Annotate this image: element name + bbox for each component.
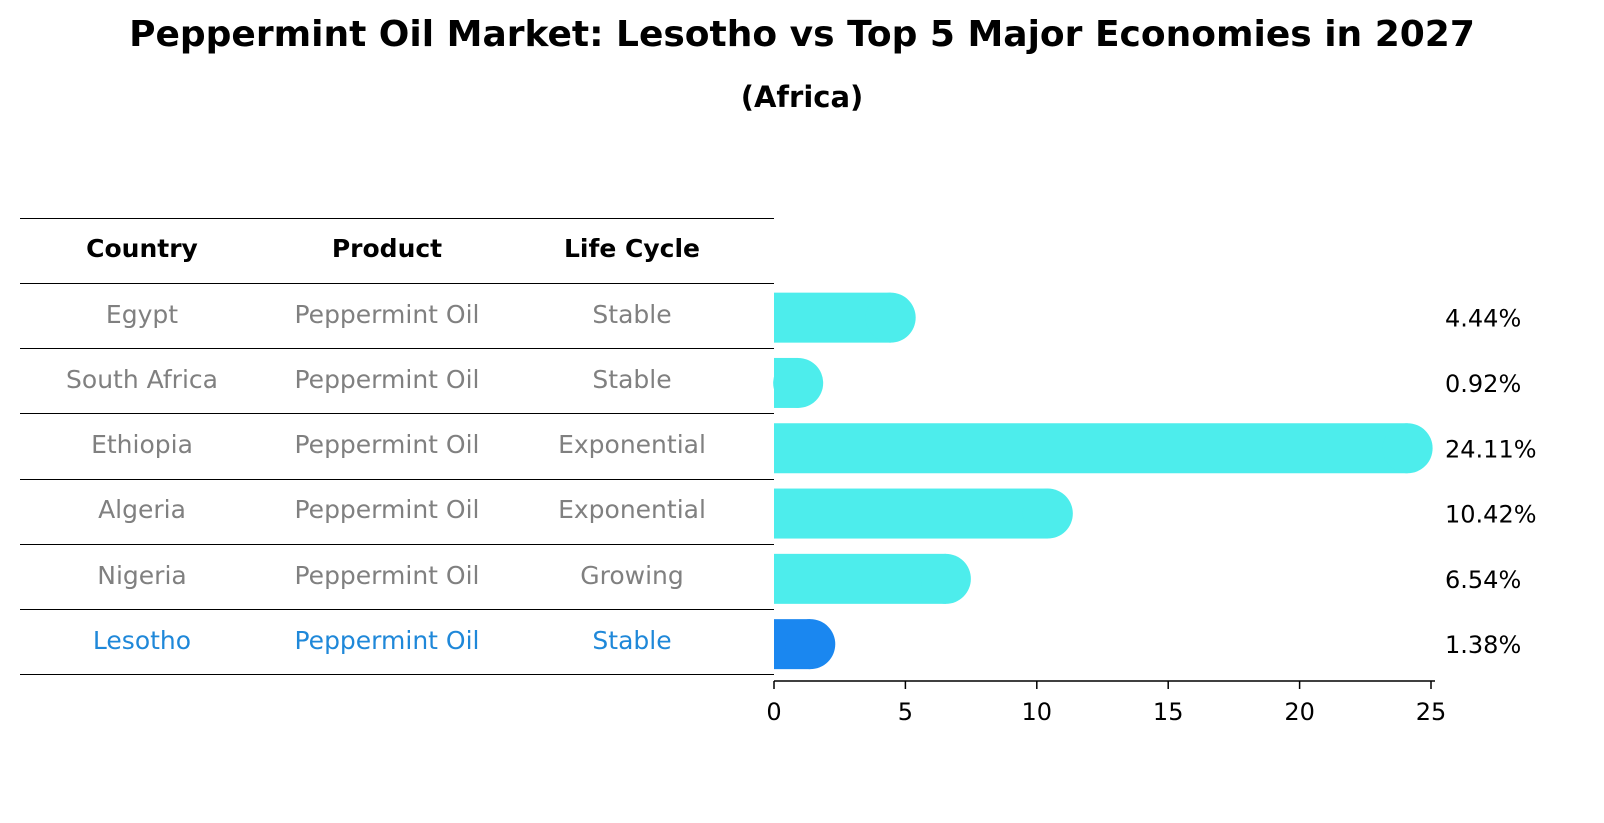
bar [774,423,1408,474]
value-labels-group: 4.44% 0.92% 24.11% 10.42% 6.54% 1.38% [1445,305,1537,660]
x-tick-label: 20 [1284,698,1315,726]
country-cell: Nigeria [97,561,187,590]
product-cell: Peppermint Oil [294,561,480,590]
x-tick-label: 0 [766,698,781,726]
life-cycle-cell: Stable [592,365,672,394]
table-rule [20,218,774,219]
bar-cap [785,619,836,670]
column-header-country: Country [86,234,198,263]
table-rule [20,674,774,675]
country-cell: Lesotho [92,626,192,655]
country-cell: Algeria [98,495,186,524]
value-label: 0.92% [1445,370,1521,398]
table-rule [20,283,774,284]
value-label: 1.38% [1445,631,1521,659]
table-rule [20,609,774,610]
x-tick-label: 15 [1153,698,1184,726]
chart-title: Peppermint Oil Market: Lesotho vs Top 5 … [129,14,1475,55]
bar [774,553,946,604]
product-cell: Peppermint Oil [294,495,480,524]
table-rule [20,348,774,349]
table-rule [20,544,774,545]
x-tick-label: 5 [898,698,913,726]
column-header-life-cycle: Life Cycle [563,234,701,263]
table-rule [20,479,774,480]
bar-cap [920,553,971,604]
x-axis-ticks-group: 0 5 10 15 20 25 [766,681,1446,726]
bar-cap [1382,423,1433,474]
bar [774,488,1048,539]
country-cell: Ethiopia [91,430,193,459]
bar-cap [1022,488,1073,539]
life-cycle-cell: Growing [580,561,684,590]
x-tick-label: 25 [1416,698,1447,726]
product-cell: Peppermint Oil [294,300,480,329]
country-cell: South Africa [66,365,218,394]
value-label: 6.54% [1445,566,1521,594]
product-cell: Peppermint Oil [294,626,480,655]
table-rule [20,413,774,414]
chart-subtitle: (Africa) [740,80,864,114]
product-cell: Peppermint Oil [294,365,480,394]
life-cycle-cell: Stable [592,626,672,655]
column-header-product: Product [331,234,443,263]
bars-group [773,292,1433,670]
x-tick-label: 10 [1022,698,1053,726]
bar-cap [865,292,916,343]
product-cell: Peppermint Oil [294,430,480,459]
bar-cap [773,357,824,408]
country-cell: Egypt [105,300,179,329]
value-label: 10.42% [1445,501,1537,529]
life-cycle-cell: Exponential [558,495,706,524]
value-label: 4.44% [1445,305,1521,333]
life-cycle-cell: Exponential [558,430,706,459]
life-cycle-cell: Stable [592,300,672,329]
value-label: 24.11% [1445,435,1537,463]
